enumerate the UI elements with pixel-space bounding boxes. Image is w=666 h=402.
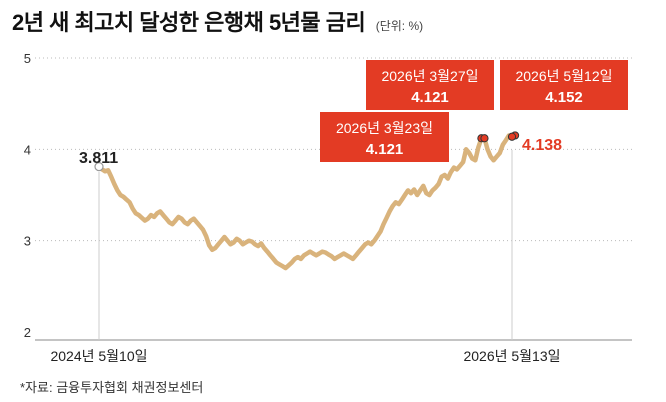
y-tick-label: 3 <box>24 234 31 249</box>
callout-box-2 <box>366 60 494 110</box>
title-row: 2년 새 최고치 달성한 은행채 5년물 금리 (단위: %) <box>12 5 423 37</box>
y-tick-label: 2 <box>24 325 31 340</box>
source-note: *자료: 금융투자협회 채권정보센터 <box>20 380 204 395</box>
callout-box-1-value: 4.121 <box>366 141 404 158</box>
series-line <box>96 133 515 271</box>
callout-box-1 <box>320 112 449 162</box>
latest-value-label: 4.138 <box>522 137 562 154</box>
start-point <box>94 161 104 172</box>
callout-box-3-value: 4.152 <box>545 89 583 106</box>
x-tick-label-end: 2026년 5월13일 <box>463 348 560 364</box>
callout-box-3-date: 2026년 5월12일 <box>515 68 612 84</box>
y-tick-label: 5 <box>24 51 31 66</box>
latest-point <box>507 132 517 141</box>
highlight-point-2 <box>480 134 489 143</box>
x-tick-label-start: 2024년 5월10일 <box>50 348 147 364</box>
unit-label: (단위: %) <box>375 19 424 33</box>
callout-box-2-value: 4.121 <box>411 89 449 106</box>
chart-title: 2년 새 최고치 달성한 은행채 5년물 금리 <box>12 10 366 35</box>
y-tick-label: 4 <box>24 142 31 157</box>
callout-box-3 <box>500 60 628 110</box>
callout-box-2-date: 2026년 3월27일 <box>381 68 478 84</box>
callout-box-1-date: 2026년 3월23일 <box>336 120 433 136</box>
start-value-label: 3.811 <box>79 150 118 167</box>
